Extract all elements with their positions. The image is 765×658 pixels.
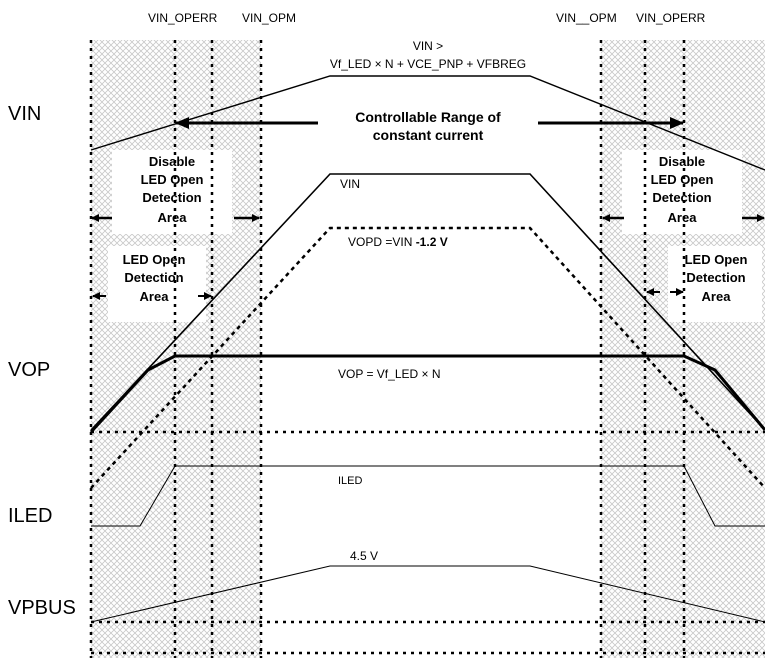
disable-left-line4: Area bbox=[158, 210, 188, 225]
label-vin-opm-left: VIN_OPM bbox=[242, 11, 296, 25]
row-label-vpbus: VPBUS bbox=[8, 597, 76, 619]
disable-right-line4: Area bbox=[668, 210, 698, 225]
vpbus-level-label: 4.5 V bbox=[350, 549, 378, 563]
vopd-suffix: -1.2 V bbox=[416, 235, 448, 249]
vop-curve bbox=[89, 354, 765, 434]
disable-left-line2: LED Open bbox=[141, 172, 204, 187]
hatched-zone-left bbox=[91, 40, 261, 658]
vin-curve-label: VIN bbox=[340, 177, 360, 191]
disable-left-line3: Detection bbox=[142, 190, 201, 205]
formula-line1: VIN > bbox=[413, 39, 443, 53]
iled-curve bbox=[91, 465, 765, 527]
label-vin-operr-right: VIN_OPERR bbox=[636, 11, 706, 25]
vop-curve-label: VOP = Vf_LED × N bbox=[338, 367, 441, 381]
controllable-range-line2: constant current bbox=[373, 127, 484, 143]
detect-box-left bbox=[108, 246, 206, 322]
disable-left-line1: Disable bbox=[149, 154, 195, 169]
controllable-range-line1: Controllable Range of bbox=[355, 109, 501, 125]
disable-right-line2: LED Open bbox=[651, 172, 714, 187]
disable-right-line1: Disable bbox=[659, 154, 705, 169]
detect-left-line1: LED Open bbox=[123, 252, 186, 267]
vin-curve-mid bbox=[90, 173, 765, 431]
disable-box-right bbox=[622, 150, 742, 234]
row-label-vin: VIN bbox=[8, 103, 41, 125]
vopd-curve bbox=[90, 226, 765, 489]
detect-right-line3: Area bbox=[702, 289, 732, 304]
iled-curve-label: ILED bbox=[338, 475, 363, 487]
hatched-zone-right bbox=[601, 40, 765, 658]
detect-left-line3: Area bbox=[140, 289, 170, 304]
vopd-curve-label: VOPD =VIN -1.2 V bbox=[348, 235, 448, 249]
formula-line2: Vf_LED × N + VCE_PNP + VFBREG bbox=[330, 57, 526, 71]
row-label-iled: ILED bbox=[8, 505, 52, 527]
detect-right-line1: LED Open bbox=[685, 252, 748, 267]
vpbus-curve bbox=[90, 565, 765, 623]
vopd-prefix: VOPD =VIN bbox=[348, 235, 416, 249]
row-label-vop: VOP bbox=[8, 359, 50, 381]
disable-right-line3: Detection bbox=[652, 190, 711, 205]
label-vin-operr-left: VIN_OPERR bbox=[148, 11, 218, 25]
detect-left-line2: Detection bbox=[124, 270, 183, 285]
label-vin-opm-right: VIN__OPM bbox=[556, 11, 617, 25]
detect-right-line2: Detection bbox=[686, 270, 745, 285]
